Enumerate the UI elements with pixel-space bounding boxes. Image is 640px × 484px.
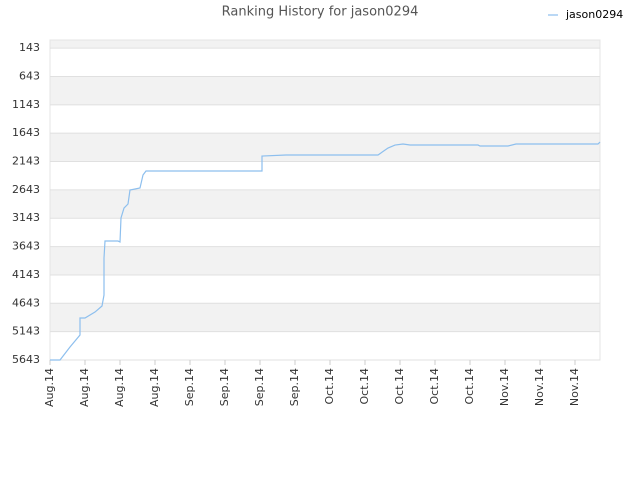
x-tick-label: Nov.14: [568, 368, 581, 406]
x-tick-label: Sep.14: [218, 368, 231, 406]
x-tick-label: Sep.14: [288, 368, 301, 406]
y-tick-label: 4643: [12, 296, 40, 309]
y-tick-label: 3643: [12, 240, 40, 253]
x-tick-label: Oct.14: [323, 368, 336, 405]
plot-band: [50, 40, 600, 49]
x-tick-label: Aug.14: [113, 368, 126, 407]
x-tick-label: Sep.14: [253, 368, 266, 406]
x-tick-label: Aug.14: [43, 368, 56, 407]
plot-band: [50, 189, 600, 219]
x-tick-label: Aug.14: [78, 368, 91, 407]
y-tick-label: 143: [19, 41, 40, 54]
x-tick-label: Oct.14: [358, 368, 371, 405]
y-tick-label: 5143: [12, 325, 40, 338]
legend-label: jason0294: [565, 8, 623, 21]
y-tick-label: 1143: [12, 98, 40, 111]
y-tick-label: 3143: [12, 211, 40, 224]
x-tick-label: Oct.14: [428, 368, 441, 405]
x-tick-label: Aug.14: [148, 368, 161, 407]
x-tick-label: Sep.14: [183, 368, 196, 406]
plot-band: [50, 303, 600, 332]
y-tick-label: 4143: [12, 268, 40, 281]
x-tick-label: Oct.14: [463, 368, 476, 405]
data-line: [50, 141, 601, 361]
plot-band: [50, 133, 600, 162]
x-tick-label: Nov.14: [533, 368, 546, 406]
y-tick-label: 1643: [12, 126, 40, 139]
y-tick-label: 643: [19, 69, 40, 82]
plot-band: [50, 246, 600, 275]
y-tick-label: 2643: [12, 183, 40, 196]
x-tick-label: Nov.14: [498, 368, 511, 406]
plot-band: [50, 76, 600, 105]
y-tick-label: 2143: [12, 155, 40, 168]
y-tick-label: 5643: [12, 353, 40, 366]
chart-title: Ranking History for jason0294: [222, 5, 419, 20]
x-tick-label: Oct.14: [393, 368, 406, 405]
